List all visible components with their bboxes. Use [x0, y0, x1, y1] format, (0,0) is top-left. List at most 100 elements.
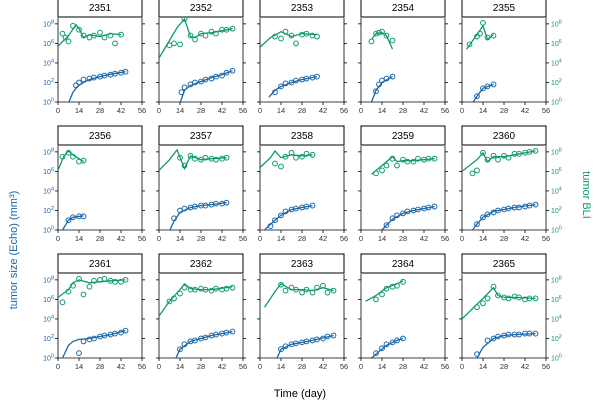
echo-point [532, 330, 539, 337]
y-tick-label-right: 108 [551, 19, 562, 28]
echo-point [213, 200, 219, 207]
bli-point [86, 283, 93, 290]
bli-point [62, 34, 69, 41]
echo-point [404, 208, 411, 215]
x-tick-label: 0 [460, 362, 464, 371]
y-axis-label-left: tumor size (Echo) (mm³) [8, 191, 20, 310]
facet-label: 2355 [493, 3, 516, 14]
x-tick-label: 56 [138, 106, 146, 115]
x-tick-label: 0 [157, 106, 161, 115]
echo-point [484, 83, 491, 90]
bli-point [59, 30, 66, 37]
facet-strip [158, 253, 244, 274]
echo-point [484, 337, 491, 344]
bli-point [373, 30, 379, 37]
x-tick-label: 56 [138, 234, 146, 243]
bli-point [278, 163, 284, 170]
x-tick-label: 0 [359, 106, 363, 115]
x-tick-label: 14 [479, 234, 487, 243]
echo-point [532, 201, 539, 208]
bli-point [282, 28, 289, 35]
bli-point [80, 32, 87, 39]
facet-panel: 2352 0 14 28 42 56 [156, 0, 247, 115]
x-tick-label: 56 [239, 234, 247, 243]
bli-point [70, 282, 76, 289]
bli-point [198, 285, 204, 292]
y-tick-label-right: 100 [551, 354, 562, 363]
echo-fit-line [169, 202, 227, 230]
x-tick-label: 28 [298, 362, 306, 371]
y-tick-label-left: 108 [43, 19, 54, 28]
bli-point [192, 155, 198, 162]
echo-point [223, 329, 230, 336]
bli-point [166, 298, 173, 305]
echo-point [379, 345, 385, 352]
echo-point [112, 70, 118, 77]
x-tick-label: 42 [117, 362, 125, 371]
bli-point [373, 296, 379, 303]
bli-point [65, 38, 72, 45]
bli-point [288, 149, 295, 156]
facet-plot-area [159, 282, 236, 358]
facet-plot-area [159, 148, 230, 230]
facet-plot-area [58, 22, 129, 102]
bli-point [373, 170, 379, 177]
y-tick-label-left: 102 [43, 78, 54, 87]
y-tick-label-left: 106 [43, 167, 54, 176]
bli-point [516, 150, 522, 157]
echo-point [314, 73, 320, 80]
bli-point [107, 32, 114, 39]
bli-point [309, 289, 316, 296]
echo-point [178, 89, 185, 96]
x-tick-label: 42 [521, 234, 529, 243]
echo-point [474, 221, 480, 228]
bli-point [299, 289, 305, 296]
facet-panel: 2364 0 14 28 42 56 [358, 253, 449, 371]
bli-point [101, 34, 108, 41]
echo-point [324, 333, 331, 340]
facet-label: 2351 [89, 3, 112, 14]
echo-point [383, 341, 390, 348]
bli-point [484, 295, 491, 302]
bli-point [379, 291, 385, 298]
bli-point [65, 288, 72, 295]
bli-point [97, 29, 103, 36]
echo-point [490, 81, 497, 88]
echo-point [86, 336, 93, 343]
bli-point [320, 282, 326, 289]
facet-label: 2365 [493, 259, 516, 270]
x-tick-label: 28 [399, 362, 407, 371]
y-tick-label-right: 106 [551, 39, 562, 48]
bli-point [229, 284, 236, 291]
bli-point [213, 285, 219, 292]
y-tick-label-right: 104 [551, 314, 562, 323]
bli-point [516, 294, 522, 301]
bli-point [532, 147, 539, 154]
x-tick-label: 56 [340, 106, 348, 115]
x-tick-label: 14 [277, 106, 285, 115]
x-tick-label: 56 [542, 106, 550, 115]
echo-point [293, 77, 299, 84]
x-tick-label: 56 [441, 234, 449, 243]
bli-point [112, 278, 118, 285]
bli-point [192, 286, 198, 293]
y-tick-label-left: 100 [43, 98, 54, 107]
facet-plot-area [462, 283, 539, 358]
bli-point [59, 153, 66, 160]
facet-label: 2357 [190, 131, 213, 142]
bli-point [118, 31, 124, 38]
echo-point [394, 337, 400, 344]
facet-panel: 2351 0 14 28 42 56 100 102 104 106 108 [43, 0, 146, 115]
x-tick-label: 42 [319, 234, 327, 243]
facet-strip [57, 125, 143, 146]
echo-point [272, 89, 278, 96]
bli-fit-line [58, 279, 126, 298]
bli-point [278, 281, 284, 288]
x-tick-label: 0 [157, 234, 161, 243]
bli-fit-line [263, 282, 334, 308]
facet-label: 2362 [190, 259, 213, 270]
y-tick-label-left: 108 [43, 275, 54, 284]
